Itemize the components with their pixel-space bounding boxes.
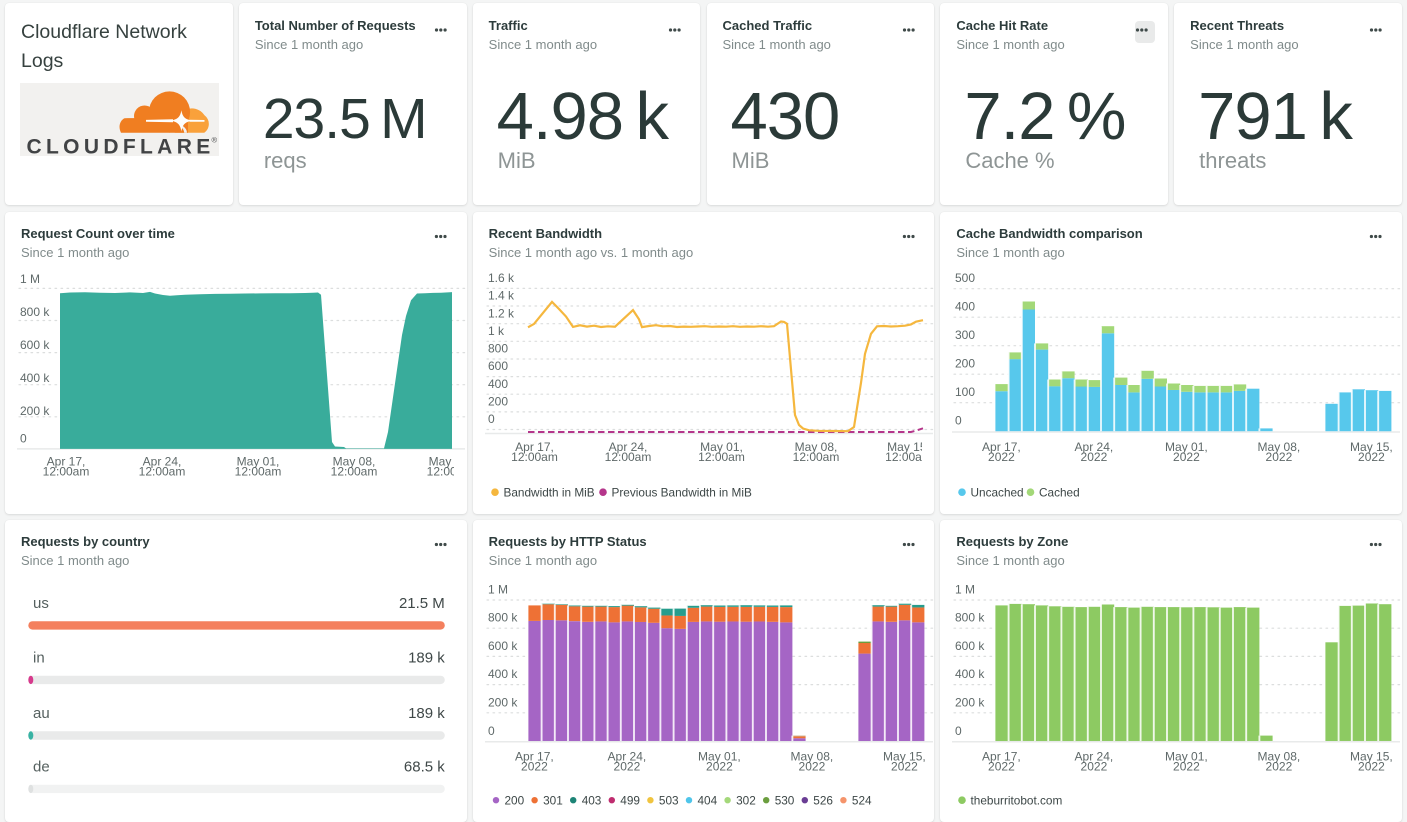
- svg-text:526: 526: [813, 793, 833, 807]
- svg-text:1.2 k: 1.2 k: [488, 306, 515, 320]
- svg-text:189 k: 189 k: [408, 705, 445, 722]
- svg-text:CLOUDFLARE: CLOUDFLARE: [27, 135, 215, 156]
- svg-text:301: 301: [543, 793, 563, 807]
- svg-text:600 k: 600 k: [488, 638, 518, 652]
- svg-text:May 08,2022: May 08, 2022: [790, 749, 833, 773]
- svg-text:800 k: 800 k: [488, 610, 518, 624]
- svg-text:theburritobot.com: theburritobot.com: [971, 793, 1063, 807]
- svg-text:May 01,2022: May 01, 2022: [1165, 749, 1208, 773]
- svg-text:1.4 k: 1.4 k: [488, 288, 515, 302]
- svg-text:400 k: 400 k: [488, 667, 518, 681]
- svg-text:302: 302: [736, 793, 756, 807]
- svg-text:Apr 17,2022: Apr 17, 2022: [982, 749, 1021, 773]
- svg-text:Apr 17,12:00am: Apr 17, 12:00am: [43, 454, 90, 478]
- svg-text:189 k: 189 k: [408, 649, 445, 666]
- svg-text:Apr 24,2022: Apr 24, 2022: [1075, 439, 1114, 463]
- svg-text:Cached: Cached: [1039, 485, 1080, 499]
- svg-text:68.5 k: 68.5 k: [404, 758, 445, 775]
- svg-text:May 08,2022: May 08, 2022: [1258, 439, 1301, 463]
- svg-text:403: 403: [581, 793, 601, 807]
- svg-text:200 k: 200 k: [955, 695, 985, 709]
- svg-text:May 01,2022: May 01, 2022: [698, 749, 741, 773]
- svg-text:May 01,2022: May 01, 2022: [1165, 439, 1208, 463]
- svg-text:May 08,12:00am: May 08, 12:00am: [792, 440, 839, 464]
- svg-text:600: 600: [488, 359, 508, 373]
- svg-text:400 k: 400 k: [955, 667, 985, 681]
- svg-text:200: 200: [504, 793, 524, 807]
- svg-text:May 01,12:00am: May 01, 12:00am: [235, 454, 282, 478]
- svg-text:in: in: [33, 649, 45, 666]
- svg-text:21.5 M: 21.5 M: [399, 595, 445, 612]
- svg-text:500: 500: [955, 271, 975, 285]
- svg-text:May 15,2022: May 15, 2022: [1350, 749, 1393, 773]
- svg-text:May 15,2022: May 15, 2022: [1350, 439, 1393, 463]
- svg-text:600 k: 600 k: [955, 638, 985, 652]
- svg-text:May 15,12:00am: May 15,12:00am: [427, 454, 466, 478]
- svg-text:404: 404: [697, 793, 717, 807]
- svg-text:100: 100: [955, 385, 975, 399]
- svg-text:Apr 17,2022: Apr 17, 2022: [982, 439, 1021, 463]
- svg-text:1 M: 1 M: [955, 582, 975, 596]
- svg-text:Apr 24,2022: Apr 24, 2022: [607, 749, 646, 773]
- svg-text:Uncached: Uncached: [971, 485, 1024, 499]
- svg-text:®: ®: [212, 135, 218, 144]
- svg-text:1.6 k: 1.6 k: [488, 271, 515, 285]
- svg-text:May 08,2022: May 08, 2022: [1258, 749, 1301, 773]
- svg-text:800: 800: [488, 341, 508, 355]
- svg-text:us: us: [33, 595, 49, 612]
- svg-text:Apr 24,12:00am: Apr 24, 12:00am: [139, 454, 186, 478]
- svg-text:Apr 24,2022: Apr 24, 2022: [1075, 749, 1114, 773]
- svg-text:400 k: 400 k: [20, 370, 50, 384]
- svg-text:0: 0: [488, 412, 495, 426]
- svg-text:May 01,12:00am: May 01, 12:00am: [698, 440, 745, 464]
- svg-text:800 k: 800 k: [20, 304, 50, 318]
- svg-text:0: 0: [488, 724, 495, 738]
- svg-text:au: au: [33, 705, 50, 722]
- svg-text:200 k: 200 k: [20, 403, 50, 417]
- svg-text:1 M: 1 M: [488, 582, 508, 596]
- svg-text:de: de: [33, 758, 50, 775]
- svg-text:524: 524: [852, 793, 872, 807]
- svg-text:200 k: 200 k: [488, 695, 518, 709]
- svg-text:Apr 17,2022: Apr 17, 2022: [515, 749, 554, 773]
- svg-text:600 k: 600 k: [20, 337, 50, 351]
- svg-text:1 k: 1 k: [488, 323, 505, 337]
- svg-text:May 15,2022: May 15, 2022: [883, 749, 926, 773]
- svg-text:Bandwidth in MiB: Bandwidth in MiB: [503, 485, 594, 499]
- svg-text:1 M: 1 M: [20, 271, 40, 285]
- svg-text:0: 0: [20, 431, 27, 445]
- svg-text:499: 499: [620, 793, 640, 807]
- svg-text:Previous Bandwidth in MiB: Previous Bandwidth in MiB: [611, 485, 751, 499]
- svg-text:530: 530: [774, 793, 794, 807]
- svg-text:0: 0: [955, 413, 962, 427]
- svg-text:400: 400: [955, 299, 975, 313]
- svg-text:503: 503: [659, 793, 679, 807]
- svg-text:0: 0: [955, 724, 962, 738]
- svg-text:Apr 17,12:00am: Apr 17, 12:00am: [511, 440, 558, 464]
- svg-text:Apr 24,12:00am: Apr 24, 12:00am: [604, 440, 651, 464]
- svg-text:400: 400: [488, 376, 508, 390]
- svg-text:300: 300: [955, 328, 975, 342]
- svg-text:200: 200: [488, 394, 508, 408]
- svg-text:800 k: 800 k: [955, 610, 985, 624]
- svg-text:May 08,12:00am: May 08, 12:00am: [331, 454, 378, 478]
- svg-text:200: 200: [955, 356, 975, 370]
- svg-text:May 15,12:00am: May 15,12:00am: [885, 440, 932, 464]
